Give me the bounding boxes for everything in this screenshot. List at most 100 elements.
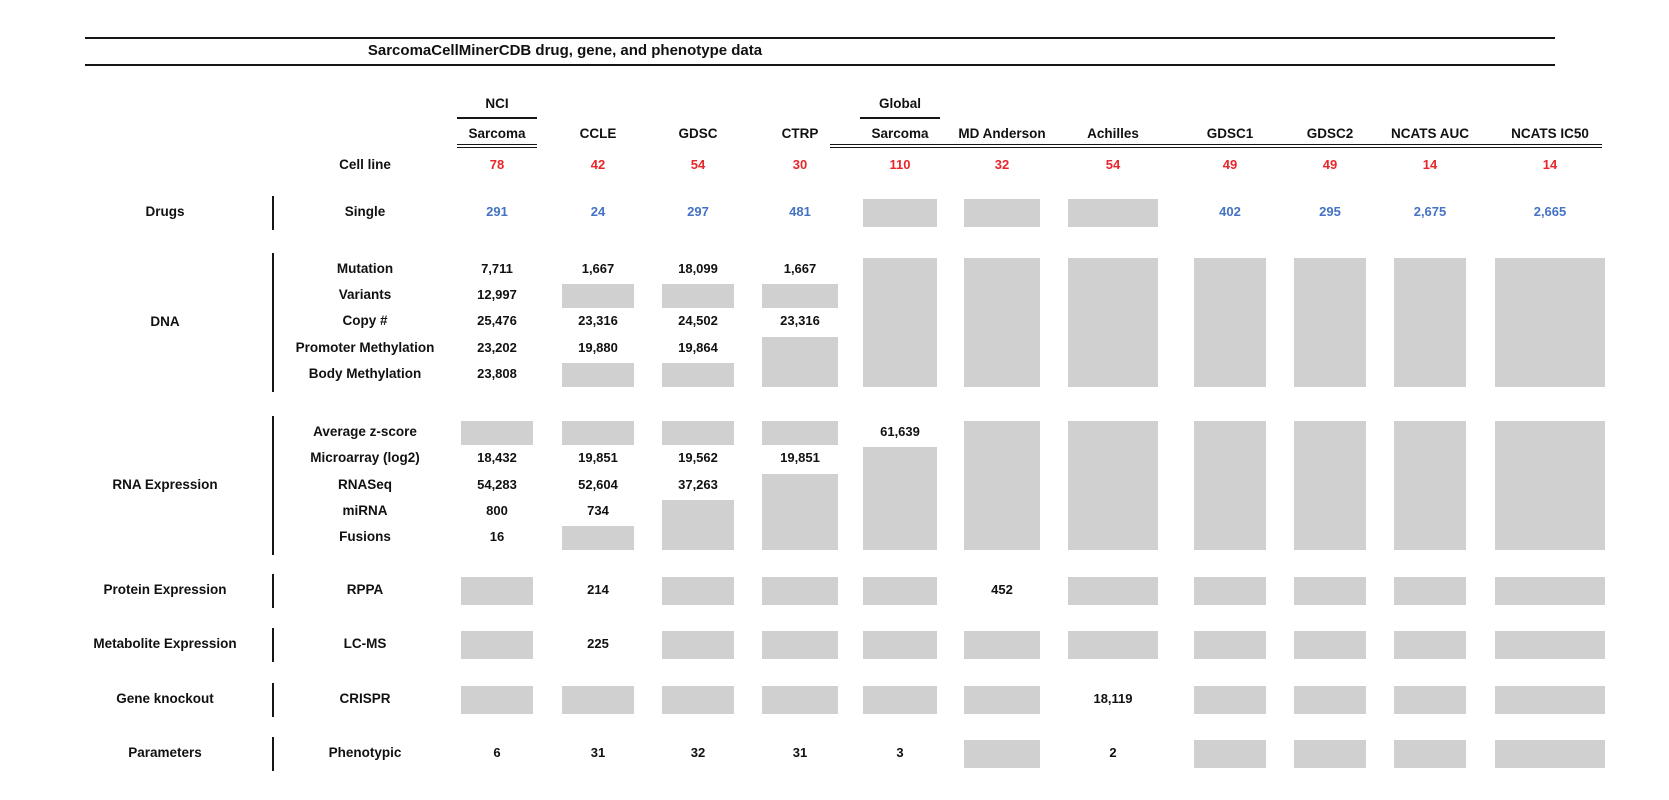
column-group-underline bbox=[860, 117, 940, 119]
data-cell: 7,711 bbox=[481, 261, 513, 276]
cell-line-count: 49 bbox=[1322, 157, 1338, 172]
missing-data-box bbox=[461, 631, 533, 659]
column-group-label: NCI bbox=[485, 96, 509, 111]
data-cell: 452 bbox=[991, 582, 1013, 597]
missing-data-box bbox=[662, 284, 734, 308]
missing-data-box bbox=[762, 284, 838, 308]
data-cell: 214 bbox=[587, 582, 609, 597]
missing-data-box bbox=[1194, 631, 1266, 659]
data-cell: 6 bbox=[493, 745, 501, 760]
data-cell: 225 bbox=[587, 636, 609, 651]
missing-data-box bbox=[461, 577, 533, 605]
row-label: Fusions bbox=[339, 529, 391, 544]
data-cell: 19,851 bbox=[578, 450, 618, 465]
data-cell: 16 bbox=[489, 529, 505, 544]
missing-data-box bbox=[1394, 686, 1466, 714]
row-label: RNASeq bbox=[337, 477, 392, 492]
missing-data-box bbox=[1068, 199, 1158, 227]
missing-data-box bbox=[762, 337, 838, 387]
data-cell: 295 bbox=[1319, 204, 1341, 219]
missing-data-box bbox=[562, 284, 634, 308]
cell-line-count: 14 bbox=[1542, 157, 1558, 172]
column-header: GDSC bbox=[678, 126, 718, 141]
data-cell: 19,880 bbox=[578, 340, 618, 355]
missing-data-box bbox=[1294, 686, 1366, 714]
column-header: CCLE bbox=[579, 126, 617, 141]
missing-data-box bbox=[1294, 740, 1366, 768]
cell-line-count: 49 bbox=[1222, 157, 1238, 172]
data-cell: 12,997 bbox=[477, 287, 517, 302]
cell-line-count: 54 bbox=[690, 157, 706, 172]
data-cell: 18,099 bbox=[678, 261, 718, 276]
data-cell: 19,562 bbox=[678, 450, 718, 465]
missing-data-box bbox=[964, 631, 1040, 659]
data-cell: 2,665 bbox=[1533, 204, 1567, 219]
header-underline-left bbox=[457, 144, 537, 148]
column-header: CTRP bbox=[781, 126, 819, 141]
missing-data-box bbox=[1394, 421, 1466, 550]
column-header: Achilles bbox=[1087, 126, 1139, 141]
data-cell: 23,202 bbox=[477, 340, 517, 355]
data-cell: 24,502 bbox=[678, 313, 718, 328]
missing-data-box bbox=[562, 686, 634, 714]
missing-data-box bbox=[461, 686, 533, 714]
section-divider bbox=[272, 416, 274, 555]
cell-line-count: 110 bbox=[889, 157, 911, 172]
data-cell: 61,639 bbox=[880, 424, 920, 439]
data-cell: 1,667 bbox=[581, 261, 615, 276]
data-cell: 37,263 bbox=[678, 477, 718, 492]
missing-data-box bbox=[863, 447, 937, 550]
data-cell: 291 bbox=[486, 204, 508, 219]
missing-data-box bbox=[662, 363, 734, 387]
cell-line-count: 54 bbox=[1105, 157, 1121, 172]
missing-data-box bbox=[562, 526, 634, 550]
missing-data-box bbox=[1495, 577, 1605, 605]
column-header: GDSC2 bbox=[1306, 126, 1354, 141]
missing-data-box bbox=[1294, 421, 1366, 550]
missing-data-box bbox=[1294, 631, 1366, 659]
section-label: Metabolite Expression bbox=[93, 636, 237, 651]
row-label: Microarray (log2) bbox=[310, 450, 420, 465]
missing-data-box bbox=[964, 686, 1040, 714]
section-divider bbox=[272, 574, 274, 608]
column-group-underline bbox=[457, 117, 537, 119]
section-label: DNA bbox=[150, 313, 180, 329]
missing-data-box bbox=[1394, 740, 1466, 768]
column-header: Sarcoma bbox=[871, 126, 929, 141]
cell-line-count: 32 bbox=[994, 157, 1010, 172]
data-cell: 23,316 bbox=[780, 313, 820, 328]
row-label: Variants bbox=[338, 287, 392, 302]
missing-data-box bbox=[964, 740, 1040, 768]
missing-data-box bbox=[461, 421, 533, 445]
cell-line-count: 42 bbox=[590, 157, 606, 172]
section-divider bbox=[272, 196, 274, 230]
cell-line-count: 30 bbox=[792, 157, 808, 172]
data-cell: 54,283 bbox=[477, 477, 517, 492]
row-label-cell-line: Cell line bbox=[339, 157, 391, 172]
data-cell: 800 bbox=[486, 503, 508, 518]
missing-data-box bbox=[1194, 686, 1266, 714]
column-group-label: Global bbox=[878, 96, 921, 111]
data-cell: 734 bbox=[587, 503, 609, 518]
row-label: Average z-score bbox=[313, 424, 417, 439]
data-cell: 32 bbox=[690, 745, 706, 760]
missing-data-box bbox=[762, 577, 838, 605]
section-divider bbox=[272, 737, 274, 771]
data-cell: 3 bbox=[896, 745, 904, 760]
missing-data-box bbox=[562, 363, 634, 387]
cell-line-count: 78 bbox=[489, 157, 505, 172]
data-cell: 24 bbox=[590, 204, 606, 219]
row-label: RPPA bbox=[346, 582, 384, 597]
header-underline-right bbox=[830, 144, 1602, 148]
missing-data-box bbox=[762, 686, 838, 714]
row-label: Phenotypic bbox=[328, 745, 402, 760]
missing-data-box bbox=[1068, 421, 1158, 550]
row-label: Single bbox=[344, 204, 386, 219]
data-cell: 31 bbox=[792, 745, 808, 760]
column-header: Sarcoma bbox=[468, 126, 526, 141]
data-cell: 52,604 bbox=[578, 477, 618, 492]
missing-data-box bbox=[1394, 631, 1466, 659]
missing-data-box bbox=[662, 631, 734, 659]
missing-data-box bbox=[863, 199, 937, 227]
